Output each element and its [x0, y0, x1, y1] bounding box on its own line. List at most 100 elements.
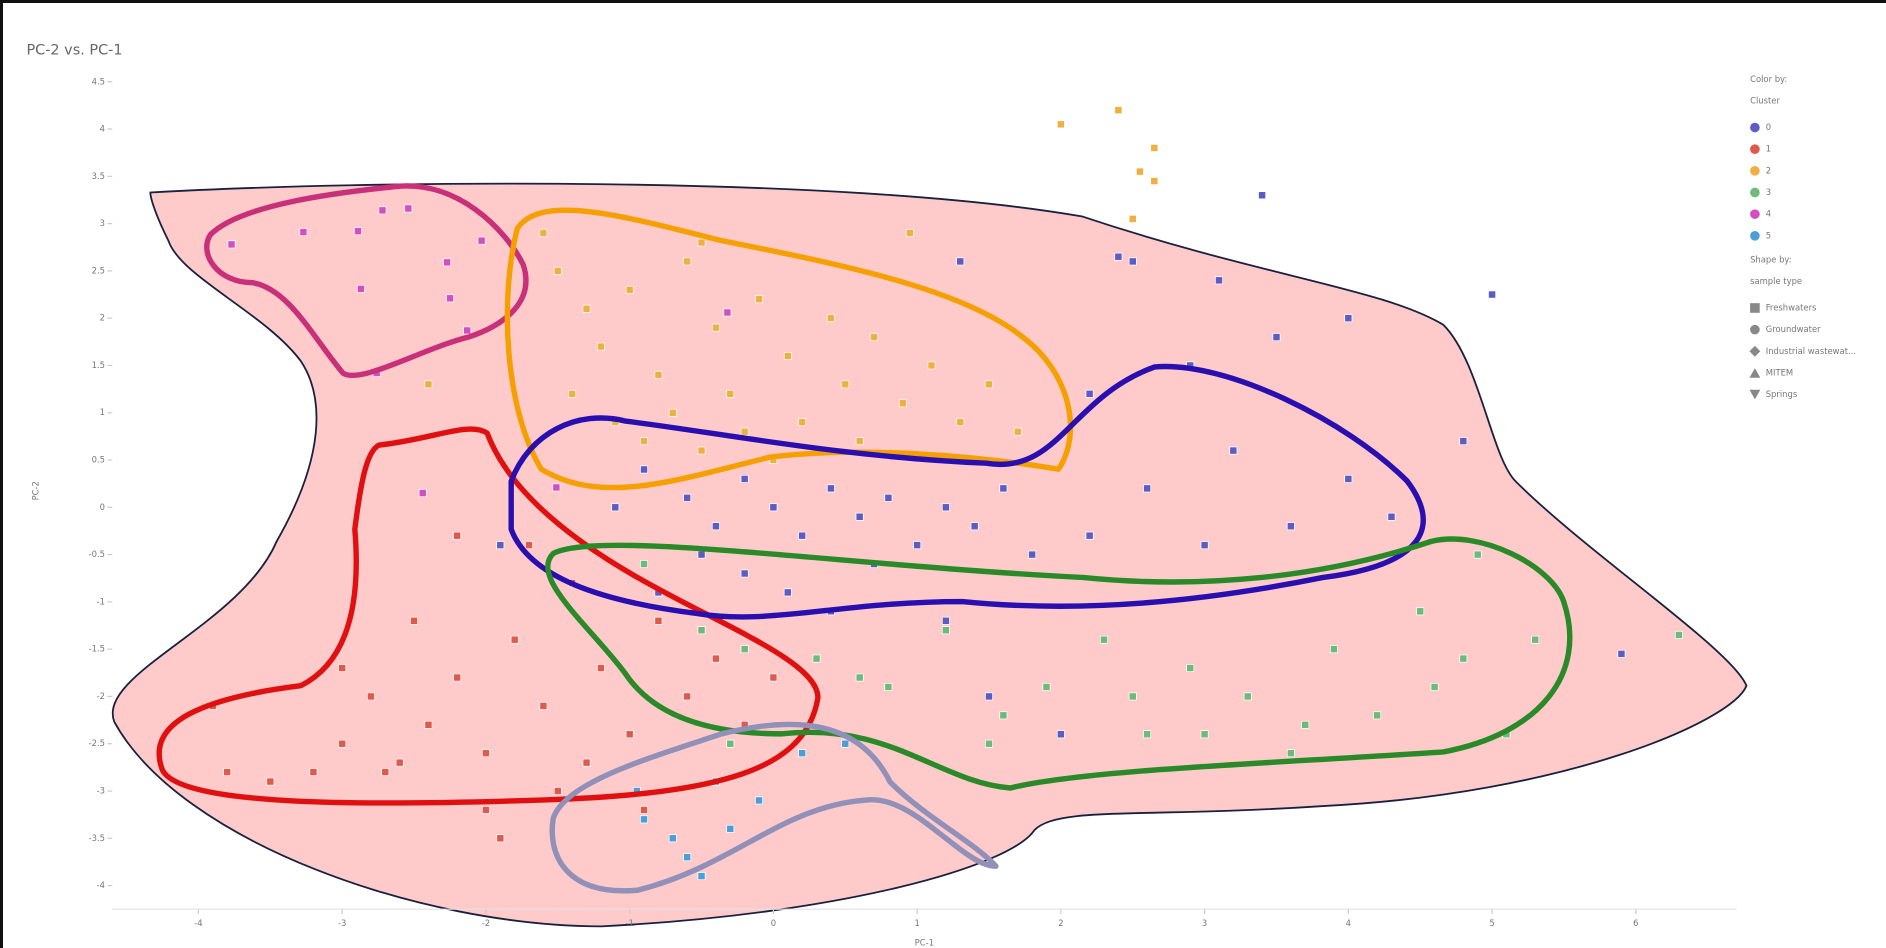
point	[1416, 607, 1425, 616]
point	[1200, 541, 1209, 550]
x-tick-label: 2	[1058, 918, 1063, 928]
y-tick-label: -3	[97, 785, 105, 795]
point	[625, 730, 634, 739]
point	[640, 465, 649, 474]
legend-heading: sample type	[1750, 276, 1802, 286]
point	[453, 673, 462, 682]
y-tick-label: -2.5	[89, 738, 105, 748]
point	[596, 664, 605, 673]
y-tick-label: 2	[100, 313, 105, 323]
point	[941, 503, 950, 512]
point	[697, 446, 706, 455]
point	[1200, 730, 1209, 739]
point	[711, 323, 720, 332]
point	[453, 531, 462, 540]
legend-shape	[1750, 324, 1760, 335]
point	[446, 294, 454, 303]
point	[1150, 177, 1159, 186]
y-tick-label: -1	[97, 596, 105, 606]
point	[1330, 645, 1338, 654]
point	[1286, 522, 1295, 531]
point	[956, 418, 965, 427]
point	[740, 427, 749, 436]
point	[1674, 630, 1683, 639]
point	[443, 258, 452, 267]
legend-label: 2	[1766, 165, 1771, 175]
point	[985, 739, 993, 748]
point	[1488, 290, 1497, 299]
legend-heading: Color by:	[1750, 74, 1787, 84]
point	[783, 352, 792, 360]
point	[711, 654, 720, 663]
point	[596, 342, 605, 351]
y-tick-label: 1	[100, 407, 105, 417]
point	[1286, 749, 1295, 758]
point	[1128, 692, 1137, 701]
point	[640, 805, 649, 814]
point	[726, 739, 735, 748]
point	[553, 787, 562, 795]
legend-label: 1	[1766, 144, 1771, 154]
point	[740, 569, 749, 578]
point	[1085, 531, 1094, 540]
point	[726, 389, 735, 398]
point	[378, 206, 387, 215]
y-tick-label: 1.5	[92, 360, 105, 370]
point	[1150, 143, 1159, 152]
point	[625, 285, 634, 294]
point	[299, 228, 308, 237]
point	[726, 824, 735, 833]
point	[654, 616, 663, 625]
point	[697, 626, 706, 635]
point	[870, 333, 878, 342]
point	[1430, 683, 1439, 691]
point	[338, 664, 347, 673]
legend-label: 5	[1766, 230, 1771, 240]
point	[477, 236, 486, 245]
point	[1056, 730, 1065, 739]
point	[855, 512, 864, 521]
legend-shape	[1749, 368, 1761, 378]
point	[927, 361, 936, 370]
point	[683, 493, 692, 502]
point	[582, 304, 591, 313]
point	[1473, 550, 1482, 559]
y-tick-label: 0.5	[92, 455, 105, 465]
point	[553, 266, 562, 275]
point	[668, 834, 677, 843]
legend-shape	[1750, 303, 1760, 313]
point	[1128, 214, 1137, 223]
point	[711, 522, 720, 531]
y-tick-label: 4.5	[92, 76, 105, 86]
x-tick-label: -3	[338, 918, 346, 928]
y-tick-label: -2	[97, 691, 105, 701]
point	[539, 701, 548, 710]
legend-shape	[1749, 389, 1761, 400]
x-tick-label: -1	[625, 918, 633, 928]
point	[826, 484, 835, 493]
point	[1100, 635, 1108, 644]
point	[913, 541, 922, 550]
point	[740, 474, 749, 483]
point	[654, 370, 663, 379]
point	[266, 777, 275, 786]
point	[1128, 257, 1137, 266]
point	[354, 227, 362, 236]
cluster-outline	[504, 207, 1074, 491]
point	[1186, 664, 1195, 673]
legend-swatch	[1750, 187, 1760, 198]
x-tick-label: -4	[194, 918, 202, 928]
point	[1114, 106, 1123, 115]
point	[404, 204, 413, 213]
point	[1344, 474, 1353, 483]
point	[841, 739, 850, 748]
point	[1135, 167, 1144, 176]
legend-swatch	[1750, 166, 1760, 176]
chart-title: PC-2 vs. PC-1	[26, 43, 122, 59]
cluster-outlines	[156, 183, 1573, 894]
point	[1229, 446, 1238, 455]
point	[356, 284, 365, 293]
point	[697, 872, 706, 881]
point	[905, 229, 914, 238]
